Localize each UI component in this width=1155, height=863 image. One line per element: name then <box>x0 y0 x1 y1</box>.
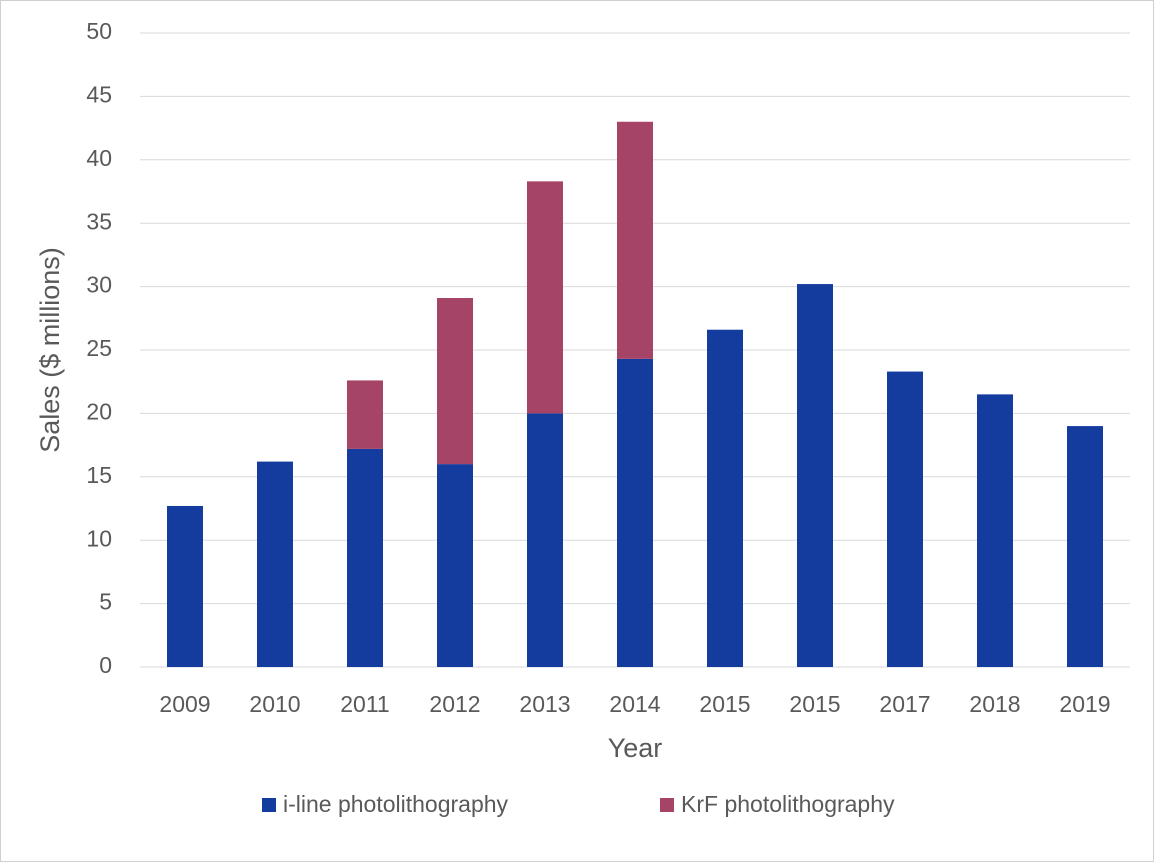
y-tick-label: 20 <box>86 398 112 424</box>
bar-segment <box>617 121 653 359</box>
y-tick-label: 30 <box>86 272 112 298</box>
bar-segment <box>167 505 203 667</box>
bar-segment <box>437 464 473 667</box>
legend-label: KrF photolithography <box>681 791 895 817</box>
bar-segment <box>977 394 1013 667</box>
x-tick-label: 2017 <box>879 691 930 717</box>
y-tick-label: 35 <box>86 208 112 234</box>
bar-segment <box>257 461 293 667</box>
y-tick-label: 15 <box>86 462 112 488</box>
bar-segment <box>347 448 383 667</box>
legend-swatch <box>660 798 674 812</box>
y-axis-title: Sales ($ millions) <box>35 247 65 453</box>
bar-segment <box>887 371 923 667</box>
bar-segment <box>347 380 383 449</box>
x-tick-label: 2019 <box>1059 691 1110 717</box>
y-tick-label: 10 <box>86 525 112 551</box>
y-tick-label: 25 <box>86 335 112 361</box>
y-tick-label: 50 <box>86 18 112 44</box>
x-tick-label: 2014 <box>609 691 660 717</box>
bar-segment <box>707 329 743 667</box>
x-tick-label: 2015 <box>699 691 750 717</box>
x-axis-title: Year <box>608 733 663 763</box>
legend-label: i-line photolithography <box>283 791 509 817</box>
x-tick-label: 2011 <box>340 691 389 717</box>
bar-segment <box>1067 426 1103 667</box>
x-tick-label: 2013 <box>519 691 570 717</box>
x-tick-label: 2015 <box>789 691 840 717</box>
bar-segment <box>437 298 473 465</box>
bar-segment <box>617 358 653 667</box>
x-tick-label: 2012 <box>429 691 480 717</box>
bar-segment <box>797 284 833 667</box>
bar-segment <box>527 181 563 414</box>
legend-swatch <box>262 798 276 812</box>
x-tick-label: 2010 <box>249 691 300 717</box>
bar-segment <box>527 413 563 667</box>
x-tick-label: 2009 <box>159 691 210 717</box>
y-tick-label: 5 <box>99 589 112 615</box>
y-tick-label: 45 <box>86 81 112 107</box>
x-tick-label: 2018 <box>969 691 1020 717</box>
y-tick-label: 40 <box>86 145 112 171</box>
y-tick-label: 0 <box>99 652 112 678</box>
